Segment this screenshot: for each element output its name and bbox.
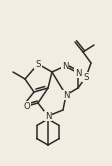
Text: N: N bbox=[62, 61, 68, 71]
Text: S: S bbox=[35, 59, 41, 69]
Text: N: N bbox=[63, 90, 69, 99]
Text: S: S bbox=[83, 73, 89, 82]
Text: O: O bbox=[24, 101, 30, 111]
Text: N: N bbox=[75, 69, 81, 78]
Text: N: N bbox=[45, 112, 51, 121]
